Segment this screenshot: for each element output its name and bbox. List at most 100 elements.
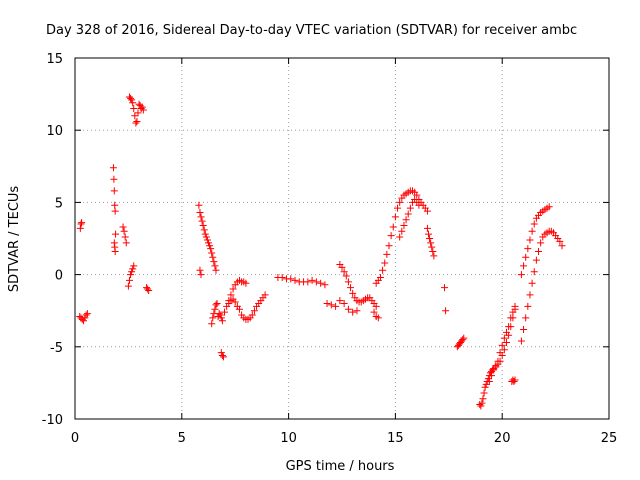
data-point	[415, 201, 423, 209]
data-point	[498, 341, 506, 349]
data-point	[78, 219, 86, 227]
data-point	[135, 100, 143, 108]
data-point	[197, 213, 205, 221]
data-point	[372, 302, 380, 310]
data-point	[478, 399, 486, 407]
data-point	[336, 297, 344, 305]
data-point	[526, 291, 534, 299]
y-axis-ticks: -10 -5 0 5 10 15	[42, 52, 609, 428]
data-point	[423, 224, 431, 232]
data-point	[138, 103, 146, 111]
data-point	[340, 299, 348, 307]
y-tick-label: -10	[42, 413, 63, 428]
data-point	[217, 349, 225, 357]
data-point	[430, 252, 438, 260]
data-point	[528, 279, 536, 287]
x-tick-label: 15	[387, 431, 404, 446]
data-point	[374, 314, 382, 322]
data-point	[509, 308, 517, 316]
data-point	[250, 307, 258, 315]
data-point	[558, 242, 566, 250]
y-tick-label: -5	[50, 341, 63, 356]
x-axis-label: GPS time / hours	[286, 459, 395, 474]
x-axis-ticks: 0 5 10 15 20 25	[71, 58, 617, 446]
data-point	[207, 245, 215, 253]
data-point	[505, 323, 513, 331]
data-point	[517, 271, 525, 279]
data-point	[398, 227, 406, 235]
data-point	[130, 262, 138, 270]
data-point	[216, 311, 224, 319]
data-point	[526, 236, 534, 244]
data-point	[517, 337, 525, 345]
data-point	[442, 307, 450, 315]
y-tick-label: 5	[55, 196, 63, 211]
data-point	[340, 268, 348, 276]
data-point	[308, 276, 316, 284]
data-point	[248, 311, 256, 319]
data-point	[125, 276, 133, 284]
data-point	[199, 222, 207, 230]
data-point	[145, 286, 153, 294]
data-point	[500, 346, 508, 354]
data-point	[479, 395, 487, 403]
data-point	[195, 201, 203, 209]
y-tick-label: 0	[55, 269, 63, 284]
data-point	[129, 99, 137, 107]
x-tick-label: 0	[71, 431, 79, 446]
x-tick-label: 10	[280, 431, 297, 446]
plot-frame	[74, 57, 610, 420]
y-tick-label: 10	[46, 124, 63, 139]
data-point	[327, 301, 335, 309]
data-point	[215, 310, 223, 318]
data-point	[530, 268, 538, 276]
data-point	[129, 265, 137, 273]
data-point	[231, 298, 239, 306]
x-tick-label: 20	[494, 431, 511, 446]
data-point	[389, 223, 397, 231]
data-point	[556, 237, 564, 245]
data-point	[376, 273, 384, 281]
data-point	[342, 272, 350, 280]
data-point	[481, 383, 489, 391]
data-point	[427, 239, 435, 247]
data-point	[133, 118, 141, 126]
data-point	[211, 305, 219, 313]
data-point	[76, 224, 84, 232]
data-point	[507, 314, 515, 322]
data-point	[287, 275, 295, 283]
data-point	[128, 268, 136, 276]
data-point	[261, 291, 269, 299]
data-point	[441, 284, 449, 292]
data-point	[460, 334, 468, 342]
data-point	[200, 226, 208, 234]
data-point	[196, 266, 204, 274]
data-point	[537, 239, 545, 247]
data-point	[391, 213, 399, 221]
data-point	[110, 175, 118, 183]
data-point	[381, 259, 389, 267]
data-point	[128, 96, 136, 104]
data-point	[197, 271, 205, 279]
data-point	[208, 249, 216, 257]
data-point	[203, 236, 211, 244]
data-point	[520, 262, 528, 270]
data-point	[510, 377, 518, 385]
data-point	[242, 279, 250, 287]
data-point	[480, 389, 488, 397]
data-point	[121, 233, 129, 241]
data-point	[218, 351, 226, 359]
data-point	[218, 317, 226, 325]
data-point	[423, 207, 431, 215]
data-point	[127, 94, 135, 102]
data-point	[522, 253, 530, 261]
data-point	[201, 230, 209, 238]
data-point	[212, 301, 220, 309]
data-point	[209, 314, 217, 322]
x-tick-label: 25	[601, 431, 618, 446]
data-point	[349, 289, 357, 297]
data-point	[349, 308, 357, 316]
data-point	[206, 242, 214, 250]
data-point	[144, 285, 152, 293]
data-point	[524, 245, 532, 253]
